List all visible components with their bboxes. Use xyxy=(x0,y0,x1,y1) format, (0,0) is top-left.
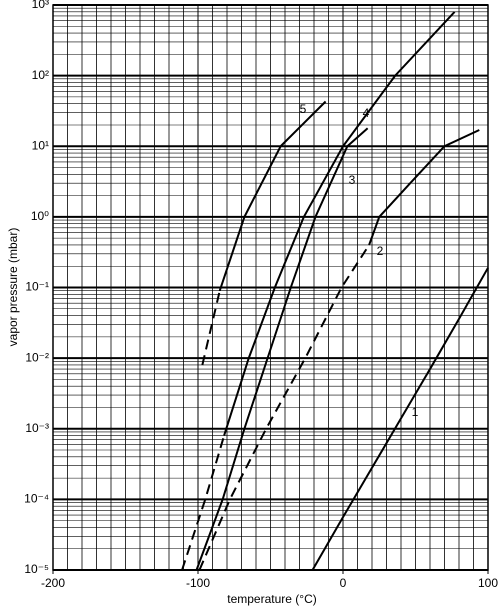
line xyxy=(223,11,456,436)
series-label: 1 xyxy=(412,405,419,419)
y-tick-label: 10⁰ xyxy=(31,209,49,223)
y-tick-label: 10³ xyxy=(32,0,49,11)
x-tick-label: -100 xyxy=(186,576,210,590)
plot-frame xyxy=(52,4,489,571)
series-label: 2 xyxy=(377,244,384,258)
x-tick-label: 0 xyxy=(340,576,347,590)
y-tick-label: 10¹ xyxy=(32,138,49,152)
line xyxy=(181,435,226,571)
x-tick-label: -200 xyxy=(41,576,65,590)
y-tick-label: 10⁻⁵ xyxy=(24,562,49,576)
line xyxy=(201,290,221,366)
y-tick-label: 10² xyxy=(32,68,49,82)
line xyxy=(198,244,370,571)
y-tick-label: 10⁻¹ xyxy=(25,280,49,294)
x-tick-label: 100 xyxy=(478,576,498,590)
series-label: 5 xyxy=(300,102,307,116)
y-tick-label: 10⁻² xyxy=(25,350,49,364)
y-tick-label: 10⁻⁴ xyxy=(24,492,49,506)
line xyxy=(218,100,327,292)
line xyxy=(368,129,480,246)
x-axis-label: temperature (°C) xyxy=(227,592,317,606)
y-axis-label: vapor pressure (mbar) xyxy=(6,228,20,347)
series-label: 3 xyxy=(349,173,356,187)
series-label: 4 xyxy=(363,106,370,120)
line xyxy=(195,127,369,571)
y-tick-label: 10⁻³ xyxy=(25,421,49,435)
line xyxy=(311,267,489,571)
